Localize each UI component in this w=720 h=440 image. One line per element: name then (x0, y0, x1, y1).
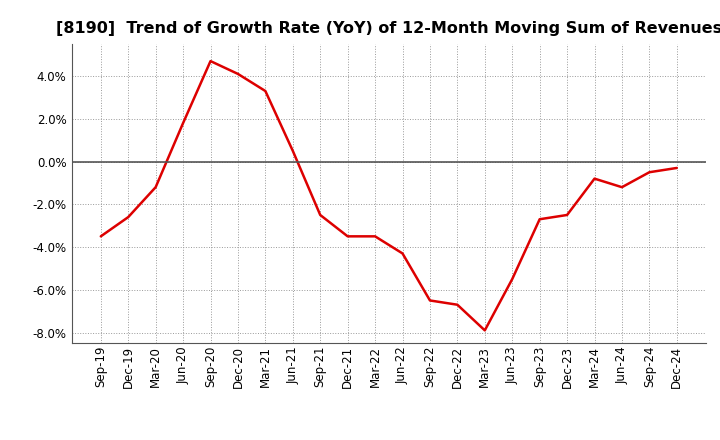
Title: [8190]  Trend of Growth Rate (YoY) of 12-Month Moving Sum of Revenues: [8190] Trend of Growth Rate (YoY) of 12-… (55, 21, 720, 36)
